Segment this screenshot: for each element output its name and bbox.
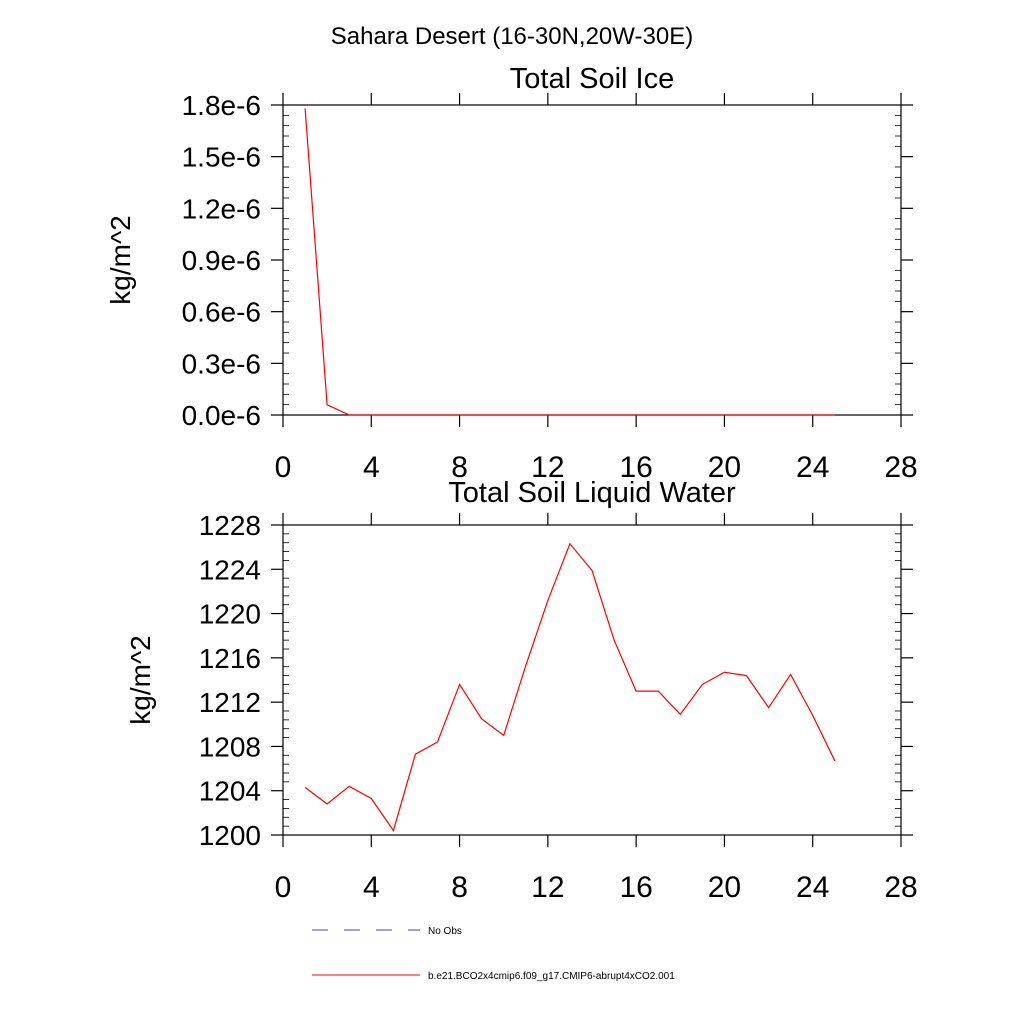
x-tick-label: 8 — [451, 871, 468, 904]
y-tick-label: 1.2e-6 — [182, 193, 261, 224]
x-tick-label: 20 — [708, 871, 741, 904]
plot-frame — [282, 524, 902, 836]
x-tick-label: 4 — [363, 871, 380, 904]
x-tick-label: 12 — [531, 451, 564, 484]
y-tick-label: 1216 — [199, 643, 261, 674]
y-tick-label: 1228 — [199, 510, 261, 541]
y-axis-label: kg/m^2 — [125, 635, 156, 724]
y-axis-label: kg/m^2 — [105, 215, 136, 304]
x-tick-label: 8 — [451, 451, 468, 484]
x-tick-label: 24 — [796, 451, 829, 484]
x-tick-label: 20 — [708, 451, 741, 484]
y-tick-label: 1.5e-6 — [182, 142, 261, 173]
x-tick-label: 16 — [619, 451, 652, 484]
x-tick-label: 0 — [275, 451, 292, 484]
y-tick-label: 1208 — [199, 731, 261, 762]
y-tick-label: 1220 — [199, 599, 261, 630]
chart-panel-1: Total Soil Ice kg/m^2 0 4 8 12 16 20 24 28 0.0e-6 0… — [105, 63, 918, 484]
y-tick-label: 1204 — [199, 776, 261, 807]
x-tick-label: 4 — [363, 451, 380, 484]
x-tick-label: 0 — [275, 871, 292, 904]
y-tick-label: 0.9e-6 — [182, 245, 261, 276]
legend-item: b.e21.BCO2x4cmip6.f09_g17.CMIP6-abrupt4x… — [312, 971, 675, 982]
y-tick-label: 1224 — [199, 554, 261, 585]
y-tick-label: 0.6e-6 — [182, 297, 261, 328]
x-tick-label: 28 — [884, 451, 917, 484]
y-tick-label: 1200 — [199, 820, 261, 851]
legend-label: No Obs — [428, 926, 462, 937]
figure-title: Sahara Desert (16-30N,20W-30E) — [331, 23, 693, 50]
y-tick-label: 0.0e-6 — [182, 400, 261, 431]
y-tick-label: 1.8e-6 — [182, 90, 261, 121]
series-line — [304, 542, 836, 832]
x-tick-label: 12 — [531, 871, 564, 904]
panel-title: Total Soil Ice — [510, 63, 674, 95]
y-tick-label: 1212 — [199, 687, 261, 718]
y-tick-label: 0.3e-6 — [182, 348, 261, 379]
legend-label: b.e21.BCO2x4cmip6.f09_g17.CMIP6-abrupt4x… — [428, 971, 675, 982]
legend: No Obs b.e21.BCO2x4cmip6.f09_g17.CMIP6-ab… — [312, 926, 675, 982]
x-tick-label: 24 — [796, 871, 829, 904]
plot-frame — [282, 104, 902, 416]
panel-title: Total Soil Liquid Water — [448, 477, 736, 509]
x-tick-label: 28 — [884, 871, 917, 904]
legend-item: No Obs — [312, 926, 462, 937]
series-line — [304, 108, 835, 416]
x-tick-label: 16 — [619, 871, 652, 904]
